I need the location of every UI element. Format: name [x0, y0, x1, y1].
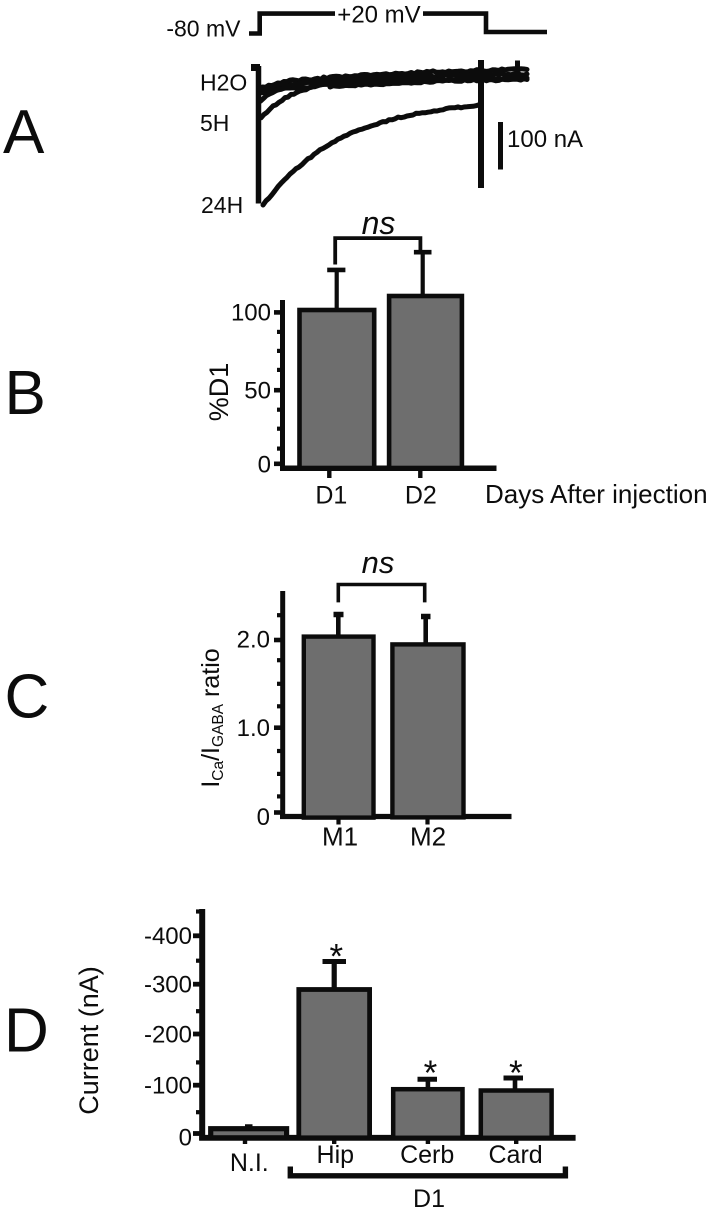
- svg-text:M2: M2: [410, 822, 446, 852]
- svg-text:B: B: [5, 359, 46, 428]
- svg-text:D2: D2: [405, 482, 437, 510]
- svg-text:ns: ns: [362, 545, 395, 580]
- svg-text:-200: -200: [144, 1021, 192, 1048]
- svg-text:-300: -300: [144, 972, 192, 999]
- svg-text:D1: D1: [315, 482, 347, 510]
- svg-text:-80 mV: -80 mV: [166, 16, 241, 42]
- svg-text:A: A: [3, 98, 45, 167]
- svg-text:M1: M1: [322, 822, 358, 852]
- svg-text:0: 0: [258, 452, 271, 479]
- svg-text:Days After injection: Days After injection: [485, 479, 708, 509]
- svg-text:*: *: [509, 1054, 523, 1093]
- svg-text:Current (nA): Current (nA): [74, 966, 104, 1115]
- svg-text:Card: Card: [489, 1141, 543, 1169]
- svg-text:ns: ns: [362, 205, 396, 241]
- svg-text:0: 0: [179, 1124, 192, 1151]
- svg-text:C: C: [5, 663, 50, 732]
- svg-text:24H: 24H: [201, 192, 243, 218]
- svg-text:D1: D1: [413, 1185, 445, 1212]
- svg-text:-100: -100: [144, 1073, 192, 1100]
- svg-text:Hip: Hip: [317, 1141, 355, 1169]
- svg-text:*: *: [424, 1054, 438, 1093]
- svg-text:-400: -400: [144, 923, 192, 950]
- svg-text:*: *: [329, 938, 343, 977]
- svg-text:D: D: [4, 997, 49, 1066]
- svg-text:50: 50: [244, 378, 271, 405]
- svg-text:0: 0: [257, 804, 270, 831]
- svg-text:Cerb: Cerb: [400, 1141, 454, 1169]
- svg-text:%D1: %D1: [204, 363, 234, 422]
- svg-text:1.0: 1.0: [237, 715, 270, 742]
- svg-text:N.I.: N.I.: [230, 1149, 269, 1177]
- svg-text:H2O: H2O: [200, 69, 247, 95]
- svg-text:100: 100: [231, 300, 271, 327]
- svg-text:+20 mV: +20 mV: [337, 2, 420, 29]
- svg-text:5H: 5H: [200, 110, 229, 136]
- svg-text:2.0: 2.0: [237, 627, 270, 654]
- svg-text:100 nA: 100 nA: [507, 126, 583, 153]
